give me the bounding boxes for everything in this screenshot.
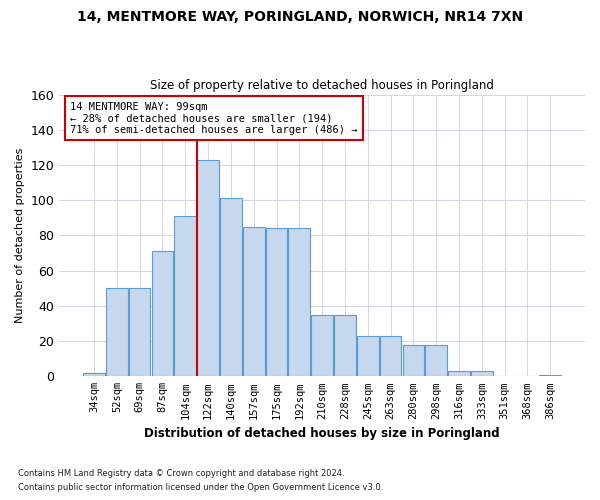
Title: Size of property relative to detached houses in Poringland: Size of property relative to detached ho…	[150, 79, 494, 92]
Text: Contains public sector information licensed under the Open Government Licence v3: Contains public sector information licen…	[18, 484, 383, 492]
Text: Contains HM Land Registry data © Crown copyright and database right 2024.: Contains HM Land Registry data © Crown c…	[18, 468, 344, 477]
Bar	[289, 228, 310, 376]
Bar	[448, 371, 470, 376]
Bar	[380, 336, 401, 376]
Bar	[197, 160, 219, 376]
Bar	[129, 288, 151, 376]
Bar	[220, 198, 242, 376]
Bar	[243, 226, 265, 376]
X-axis label: Distribution of detached houses by size in Poringland: Distribution of detached houses by size …	[145, 427, 500, 440]
Bar	[357, 336, 379, 376]
Text: 14 MENTMORE WAY: 99sqm
← 28% of detached houses are smaller (194)
71% of semi-de: 14 MENTMORE WAY: 99sqm ← 28% of detached…	[70, 102, 358, 135]
Bar	[106, 288, 128, 376]
Bar	[175, 216, 196, 376]
Bar	[471, 371, 493, 376]
Bar	[334, 314, 356, 376]
Bar	[403, 344, 424, 376]
Text: 14, MENTMORE WAY, PORINGLAND, NORWICH, NR14 7XN: 14, MENTMORE WAY, PORINGLAND, NORWICH, N…	[77, 10, 523, 24]
Bar	[152, 252, 173, 376]
Bar	[311, 314, 333, 376]
Bar	[539, 374, 561, 376]
Bar	[425, 344, 447, 376]
Bar	[83, 373, 105, 376]
Bar	[266, 228, 287, 376]
Y-axis label: Number of detached properties: Number of detached properties	[15, 148, 25, 323]
